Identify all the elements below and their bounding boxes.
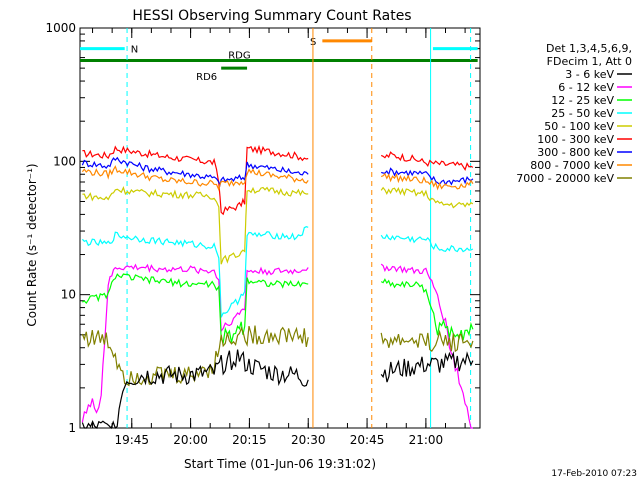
x-tick-label: 20:00 [173, 433, 208, 447]
y-axis-label: Count Rate (s⁻¹ detector⁻¹) [25, 163, 39, 326]
x-tick-label: 21:00 [409, 433, 444, 447]
series-line-2 [380, 172, 474, 191]
legend-item-label: 300 - 800 keV [537, 146, 614, 159]
flag-label-rd6: RD6 [196, 72, 217, 83]
series-line-4 [81, 226, 309, 318]
flag-label-n: N [131, 45, 138, 56]
series-line-3 [380, 186, 474, 209]
y-tick-label: 1 [68, 421, 76, 435]
legend-item-label: 25 - 50 keV [551, 107, 614, 120]
y-tick-label: 1000 [45, 21, 76, 35]
series-line-5 [81, 263, 309, 423]
plot-area: 1 10 100 1000 19:45 20:00 20:15 20:30 20:45 21:00… [45, 21, 481, 447]
series-line-5 [380, 263, 473, 429]
legend-item-label: 50 - 100 keV [544, 120, 614, 133]
series-line-1 [81, 156, 309, 187]
footer-timestamp: 17-Feb-2010 07:23 [551, 469, 637, 479]
legend-header-line: FDecim 1, Att 0 [547, 55, 632, 68]
chart-title: HESSI Observing Summary Count Rates [132, 8, 411, 24]
plot-frame [79, 27, 481, 429]
series-line-8 [81, 349, 309, 430]
series-line-6 [380, 278, 474, 341]
x-tick-label: 19:45 [114, 433, 149, 447]
legend-item-label: 12 - 25 keV [551, 94, 614, 107]
legend-item-label: 100 - 300 keV [537, 133, 614, 146]
x-tick-label: 20:15 [232, 433, 267, 447]
series-line-2 [81, 165, 309, 192]
series-line-6 [82, 273, 309, 345]
x-tick-label: 20:45 [350, 433, 385, 447]
legend: Det 1,3,4,5,6,9,FDecim 1, Att 03 - 6 keV… [516, 42, 632, 185]
series-line-4 [380, 233, 474, 253]
flag-label-rdg: RDG [228, 51, 250, 62]
series-line-7 [380, 329, 474, 353]
series-line-8 [380, 351, 474, 383]
legend-item-label: 7000 - 20000 keV [516, 172, 614, 185]
series-line-0 [82, 144, 309, 216]
series-line-0 [380, 151, 474, 171]
y-tick-label: 10 [61, 288, 76, 302]
x-tick-label: 20:30 [291, 433, 326, 447]
x-axis-label: Start Time (01-Jun-06 19:31:02) [184, 457, 376, 471]
legend-item-label: 800 - 7000 keV [530, 159, 614, 172]
legend-item-label: 3 - 6 keV [565, 68, 614, 81]
legend-header-line: Det 1,3,4,5,6,9, [546, 42, 632, 55]
series-line-3 [82, 186, 309, 265]
legend-item-label: 6 - 12 keV [558, 81, 614, 94]
series-line-1 [381, 167, 474, 186]
y-tick-label: 100 [53, 154, 76, 168]
